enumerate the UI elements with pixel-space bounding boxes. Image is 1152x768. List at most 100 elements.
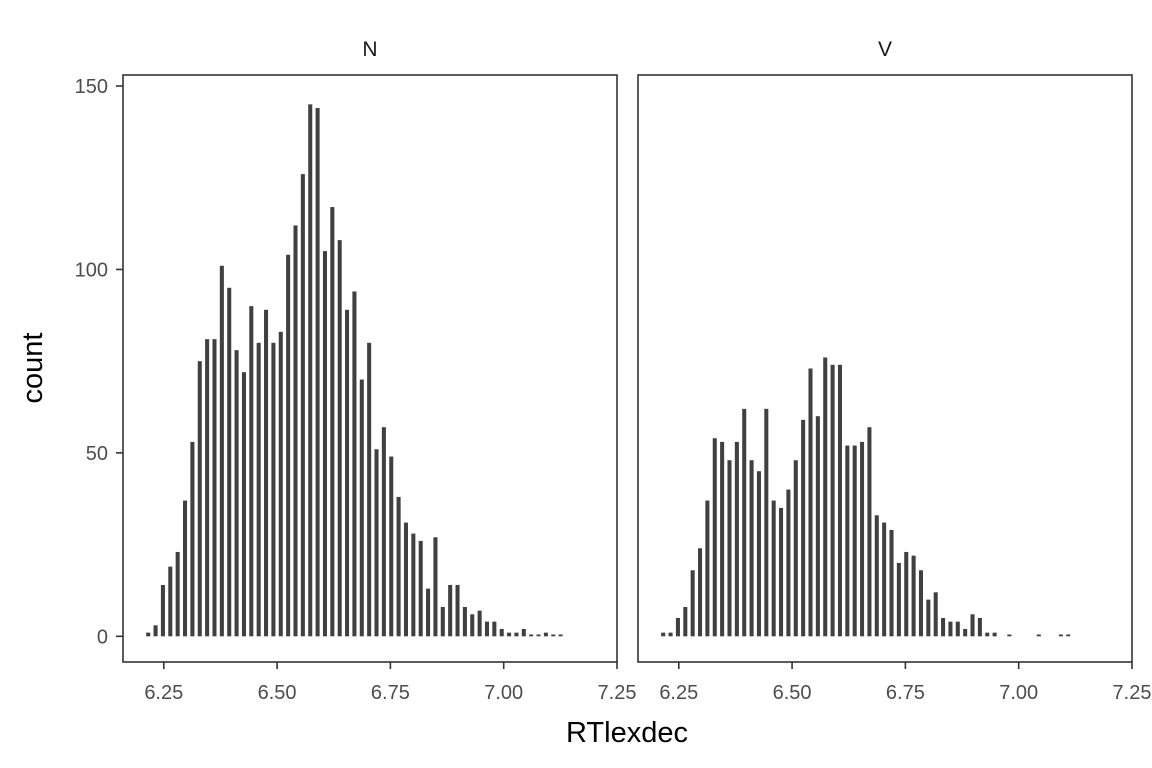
x-tick-label: 7.25 (1113, 682, 1152, 704)
histogram-bar (256, 342, 261, 637)
histogram-bar (705, 500, 710, 637)
histogram-bar (455, 584, 460, 637)
histogram-bar (160, 584, 165, 637)
x-tick-label: 6.75 (886, 682, 925, 704)
panel-v-border (637, 74, 1133, 663)
histogram-bar (536, 634, 541, 637)
histogram-bar (168, 566, 173, 637)
histogram-bar (955, 621, 960, 637)
histogram-bar (153, 625, 158, 637)
histogram-bar (941, 617, 946, 637)
histogram-bar (837, 364, 842, 637)
y-tick-label: 50 (86, 443, 108, 465)
histogram-bar (712, 438, 717, 637)
histogram-bar (874, 515, 879, 637)
histogram-bar (190, 441, 195, 637)
histogram-bar (720, 441, 725, 637)
histogram-bar (175, 551, 180, 637)
x-axis-panel-n: 6.25 6.50 6.75 7.00 7.25 (144, 662, 636, 704)
histogram-bar (551, 634, 556, 637)
histogram-bar (793, 460, 798, 637)
histogram-bar (433, 537, 438, 637)
histogram-bar (308, 104, 313, 637)
x-tick-label: 6.50 (773, 682, 812, 704)
histogram-bar (249, 306, 254, 637)
histogram-bar (521, 628, 526, 637)
histogram-bar (514, 632, 519, 637)
histogram-bar (440, 606, 445, 637)
histogram-bar (470, 614, 475, 637)
histogram-bar (374, 449, 379, 637)
histogram-bar (1007, 634, 1012, 637)
x-axis-title: RTlexdec (566, 717, 688, 749)
histogram-bar (896, 562, 901, 637)
histogram-bar (499, 628, 504, 637)
histogram-bar (403, 522, 408, 637)
histogram-bar (830, 364, 835, 637)
histogram-bar (264, 309, 269, 637)
histogram-bar (529, 634, 534, 637)
histogram-bar (734, 441, 739, 637)
histogram-bar (661, 632, 666, 637)
histogram-bar (448, 584, 453, 637)
histogram-bar (543, 632, 548, 637)
histogram-bar (381, 427, 386, 637)
histogram-bar (367, 342, 372, 637)
histogram-bar (322, 251, 327, 637)
histogram-bar (852, 445, 857, 637)
histogram-bar (300, 174, 305, 637)
histogram-bar (345, 309, 350, 637)
histogram-bar (183, 500, 188, 637)
histogram-bar (462, 606, 467, 637)
histogram-bar (771, 500, 776, 637)
facet-label-n: N (362, 38, 377, 61)
x-tick-label: 7.00 (484, 682, 523, 704)
x-tick-label: 6.25 (659, 682, 698, 704)
histogram-bar (742, 408, 747, 637)
histogram-bar (337, 240, 342, 637)
histogram-bar (507, 632, 512, 637)
histogram-bar (389, 456, 394, 637)
histogram-bar (808, 368, 813, 637)
histogram-bar (690, 570, 695, 637)
histogram-bar (1066, 634, 1071, 637)
histogram-bar (330, 207, 335, 637)
panel-n-bars (146, 104, 563, 637)
histogram-bar (293, 225, 298, 637)
histogram-bar (845, 445, 850, 637)
histogram-bar (426, 588, 431, 637)
histogram-bar (1058, 634, 1063, 637)
histogram-bar (219, 265, 224, 637)
histogram-bar (197, 361, 202, 637)
histogram-bar (779, 507, 784, 637)
histogram-bar (418, 540, 423, 637)
histogram-bar (882, 522, 887, 637)
panel-n-border (122, 74, 618, 663)
y-axis: 0 50 100 150 (75, 76, 123, 648)
facet-label-v: V (878, 38, 892, 61)
histogram-bar (904, 551, 909, 637)
histogram-bar (823, 357, 828, 637)
histogram-bar (911, 555, 916, 637)
histogram-bar (492, 621, 497, 637)
histogram-bar (985, 632, 990, 637)
histogram-bar (698, 548, 703, 637)
histogram-bar (992, 632, 997, 637)
histogram-bar (860, 441, 865, 637)
histogram-bar (756, 471, 761, 637)
histogram-bar (801, 419, 806, 637)
y-axis-title: count (17, 333, 49, 404)
panel-v-bars (661, 357, 1071, 637)
histogram-bar (1036, 634, 1041, 637)
y-tick-label: 0 (97, 626, 108, 648)
histogram-bar (477, 610, 482, 637)
histogram-bar (241, 372, 246, 637)
histogram-bar (867, 427, 872, 637)
x-tick-label: 7.00 (999, 682, 1038, 704)
histogram-bar (815, 416, 820, 637)
histogram-bar (764, 408, 769, 637)
x-tick-label: 6.25 (144, 682, 183, 704)
histogram-bar (963, 628, 968, 637)
histogram-bar (234, 350, 239, 637)
